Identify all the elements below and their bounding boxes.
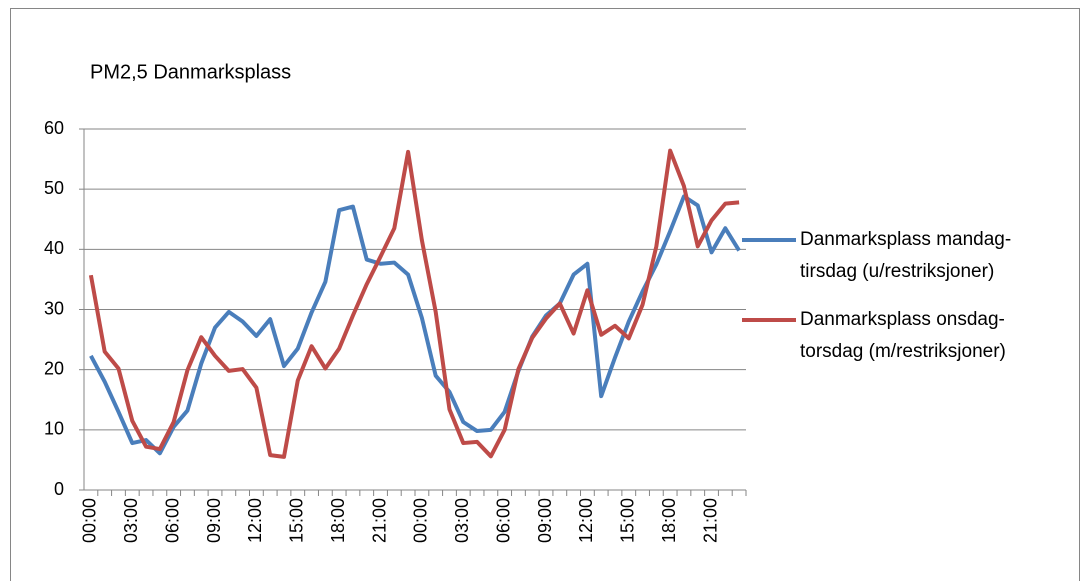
x-tick-label: 00:00 [411,498,431,543]
y-tick-label: 60 [44,118,64,138]
x-tick-label: 00:00 [80,498,100,543]
x-tick-label: 18:00 [328,498,348,543]
legend-label-line: Danmarksplass onsdag- [800,309,1005,330]
x-tick-label: 12:00 [576,498,596,543]
x-tick-label: 03:00 [452,498,472,543]
x-tick-label: 06:00 [162,498,182,543]
y-tick-label: 10 [44,419,64,439]
x-tick-label: 21:00 [700,498,720,543]
legend-label-line: torsdag (m/restriksjoner) [800,341,1006,362]
x-tick-label: 03:00 [121,498,141,543]
legend-label: Danmarksplass mandag-tirsdag (u/restriks… [800,229,1011,282]
legend-label-line: Danmarksplass mandag- [800,229,1011,250]
x-tick-label: 09:00 [204,498,224,543]
chart-title: PM2,5 Danmarksplass [90,61,291,83]
series-line [89,194,741,456]
chart-frame [10,8,1080,581]
series-line [88,148,740,459]
y-tick-label: 30 [44,298,64,318]
x-tick-label: 12:00 [245,498,265,543]
y-tick-label: 50 [44,178,64,198]
x-tick-label: 15:00 [618,498,638,543]
x-tick-label: 06:00 [493,498,513,543]
legend-label-line: tirsdag (u/restriksjoner) [800,261,994,282]
y-tick-label: 20 [44,358,64,378]
x-tick-label: 15:00 [287,498,307,543]
x-tick-label: 18:00 [659,498,679,543]
y-tick-label: 40 [44,238,64,258]
y-tick-label: 0 [54,479,64,499]
legend-label: Danmarksplass onsdag-torsdag (m/restriks… [800,309,1006,362]
x-tick-label: 09:00 [535,498,555,543]
x-tick-label: 21:00 [369,498,389,543]
